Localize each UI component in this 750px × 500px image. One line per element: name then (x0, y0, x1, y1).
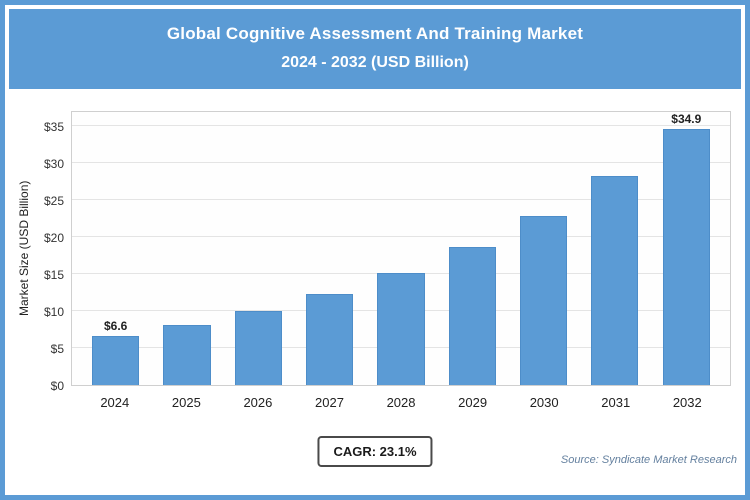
gridline (72, 236, 730, 237)
bars-container: $6.6 $34.9 (72, 112, 730, 385)
x-tick-label: 2024 (100, 395, 130, 410)
x-tick-label: 2031 (601, 395, 631, 410)
x-tick-label: 2026 (243, 395, 273, 410)
bar-2027 (306, 293, 354, 385)
bar-slot (223, 112, 294, 385)
gridline (72, 162, 730, 163)
bar-2030 (520, 215, 568, 385)
plot-area: $6.6 $34.9 (71, 111, 731, 386)
y-tick-label: $20 (43, 231, 64, 245)
x-tick-label: 2027 (315, 395, 344, 410)
cagr-badge: CAGR: 23.1% (317, 436, 433, 467)
y-tick-label: $35 (43, 120, 64, 134)
y-tick-label: $15 (43, 268, 64, 282)
gridline (72, 199, 730, 200)
bar-2031 (591, 176, 639, 385)
chart-footer: CAGR: 23.1% Source: Syndicate Market Res… (5, 434, 745, 478)
bar-2026 (234, 311, 282, 385)
y-tick-label: $0 (50, 379, 64, 393)
y-tick-label: $10 (43, 305, 64, 319)
gridline (72, 125, 730, 126)
x-tick-label: 2029 (458, 395, 488, 410)
bar-2024 (92, 336, 140, 385)
y-axis-title: Market Size (USD Billion) (17, 180, 31, 317)
x-axis-labels: 2024 2025 2026 2027 2028 2029 2030 2031 2032 (71, 395, 731, 410)
x-tick-label: 2032 (672, 395, 702, 410)
page-title: Global Cognitive Assessment And Training… (166, 24, 584, 43)
y-tick-label: $30 (43, 157, 64, 171)
bar-slot (579, 112, 650, 385)
x-tick-label: 2030 (529, 395, 559, 410)
bar-value-label: $6.6 (103, 319, 128, 334)
y-tick-label: $25 (43, 194, 64, 208)
bar-2025 (163, 325, 211, 385)
bar-slot (508, 112, 579, 385)
bar-slot (294, 112, 365, 385)
source-text: Source: Syndicate Market Research (560, 454, 737, 466)
x-tick-label: 2025 (171, 395, 201, 410)
plot-column: $6.6 $34.9 2024 2025 2026 2027 2028 2029 2030 20… (71, 111, 731, 410)
chart: Market Size (USD Billion) $0 $5 $10 $15 $20 $… (13, 111, 731, 410)
bar-slot: $6.6 (80, 112, 151, 385)
bar-2028 (377, 273, 425, 385)
chart-header: Global Cognitive Assessment And Training… (9, 9, 741, 89)
bar-slot (365, 112, 436, 385)
y-tick-label: $5 (50, 342, 64, 356)
bar-slot (437, 112, 508, 385)
bar-value-label: $34.9 (671, 112, 702, 126)
y-axis-tick-labels: $0 $5 $10 $15 $20 $25 $30 $35 (35, 111, 71, 393)
bar-slot (151, 112, 222, 385)
x-tick-label: 2028 (386, 395, 416, 410)
bar-2032 (662, 129, 710, 385)
bar-slot: $34.9 (651, 112, 722, 385)
bar-2029 (448, 247, 496, 385)
page-subtitle: 2024 - 2032 (USD Billion) (281, 54, 469, 71)
